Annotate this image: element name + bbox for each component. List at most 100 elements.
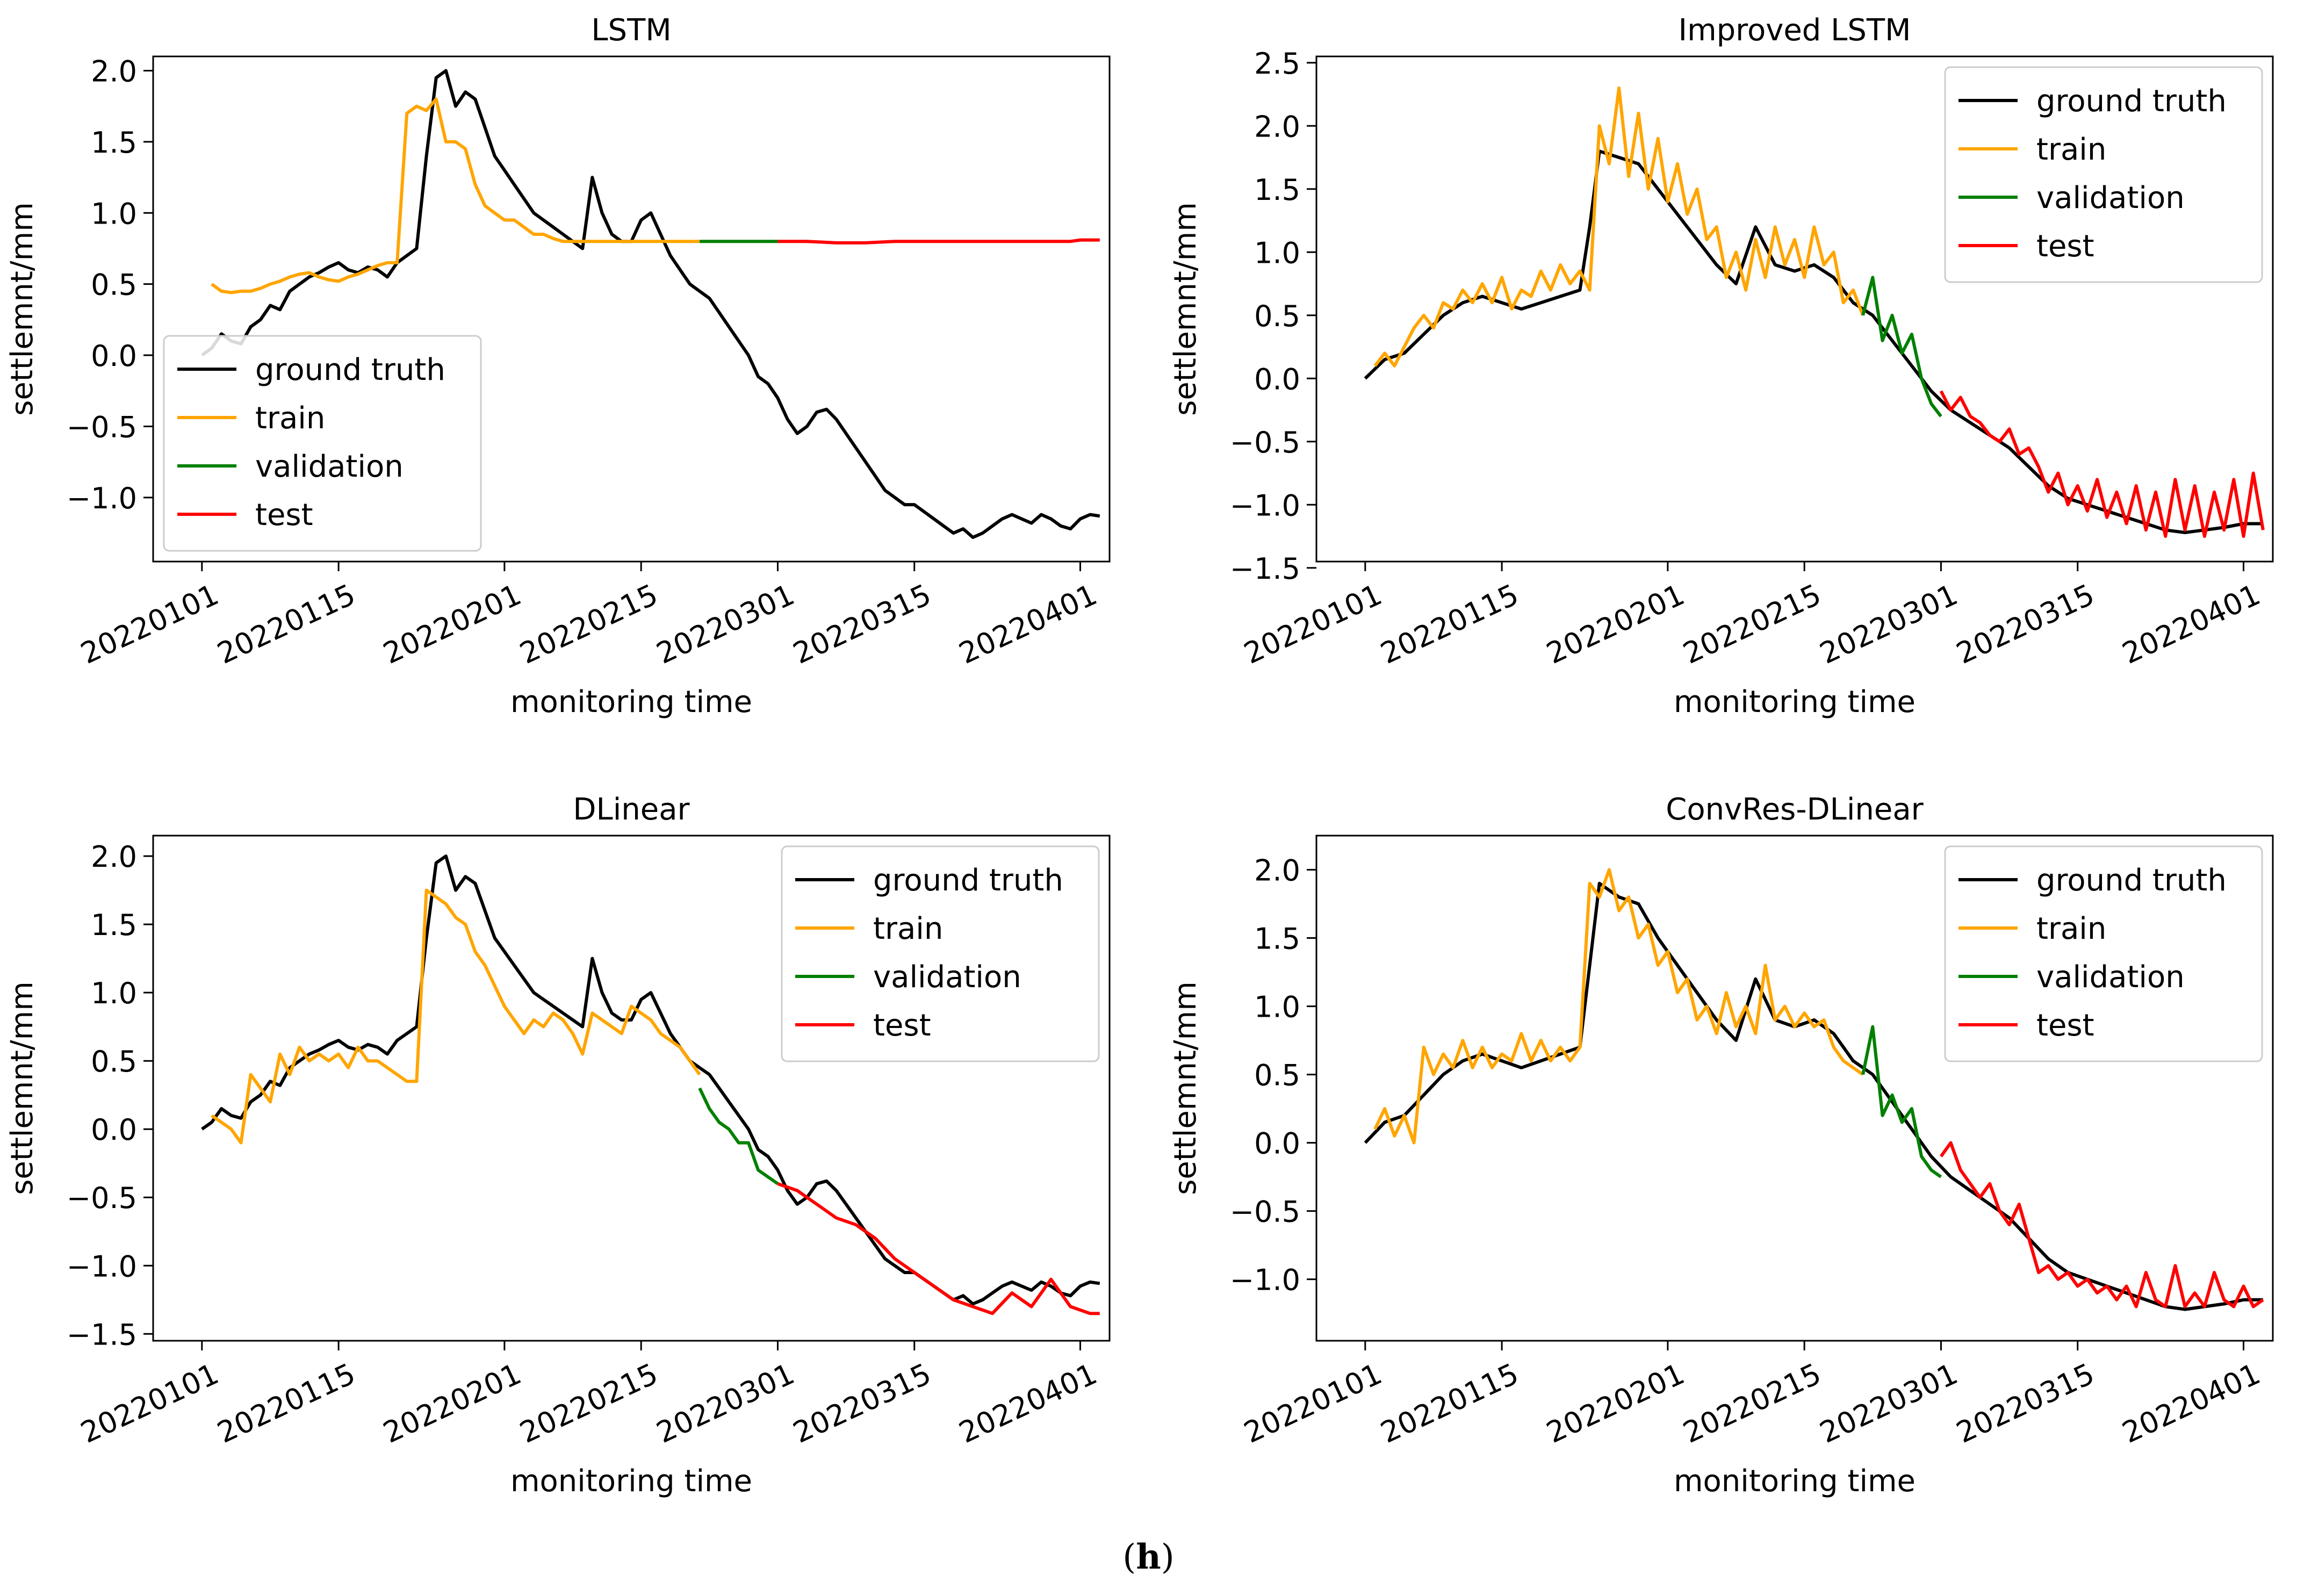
x-tick-label: 20220301 [1814, 1357, 1963, 1450]
y-tick-label: 0.0 [91, 1113, 137, 1147]
series-line-ground-truth [201, 69, 1100, 539]
y-tick-label: −0.5 [1230, 1195, 1300, 1229]
x-tick-label: 20220401 [954, 578, 1102, 671]
legend-label-test: test [2036, 229, 2094, 264]
x-tick-label: 20220115 [1376, 1357, 1524, 1450]
series-line-validation [698, 1087, 779, 1185]
x-tick-label: 20220401 [2117, 578, 2265, 671]
x-tick-label: 20220115 [212, 578, 361, 671]
legend-box [781, 845, 1100, 1062]
series-line-test [777, 238, 1100, 245]
y-tick-label: −1.0 [67, 481, 137, 515]
x-tick-label: 20220215 [1678, 1357, 1826, 1450]
chart-title: DLinear [573, 792, 690, 827]
legend: ground truth train validation test [781, 845, 1100, 1062]
y-tick-label: 2.0 [91, 840, 137, 874]
y-tick-label: −1.0 [67, 1249, 137, 1283]
legend-label-validation: validation [873, 960, 1021, 995]
y-tick-label: 0.0 [1254, 1127, 1300, 1161]
y-tick-label: 0.0 [1254, 362, 1300, 396]
legend-label-validation: validation [2036, 181, 2185, 215]
axes-frame [1315, 835, 2274, 1342]
series-group [201, 69, 1100, 539]
x-tick-label: 20220301 [651, 578, 800, 671]
series-line-validation [1861, 1025, 1942, 1178]
legend-label-train: train [873, 911, 943, 946]
chart-title: ConvRes-DLinear [1666, 792, 1924, 827]
x-tick-label: 20220101 [1239, 578, 1387, 671]
y-tick-label: −1.5 [1230, 552, 1300, 586]
chart-panel-1: LSTM−1.0−0.50.00.51.01.52.02022010120220… [5, 13, 1111, 720]
legend-label-ground-truth: ground truth [2036, 84, 2227, 119]
legend-box [1944, 66, 2263, 283]
x-tick-label: 20220315 [1951, 1357, 2099, 1450]
x-tick-label: 20220115 [1376, 578, 1524, 671]
x-axis-label: monitoring time [1674, 685, 1916, 720]
legend: ground truth train validation test [163, 335, 482, 552]
x-tick-label: 20220215 [1678, 578, 1826, 671]
legend-label-ground-truth: ground truth [2036, 863, 2227, 898]
chart-panel-4: ConvRes-DLinear −1.0 −0.5 0.0 0.5 1.0 1.5 2.0 20… [1168, 792, 2274, 1499]
y-tick-label: 2.0 [1254, 110, 1300, 143]
x-tick-label: 20220315 [788, 1357, 936, 1450]
y-tick-label: 0.0 [91, 339, 137, 373]
legend-label-ground-truth: ground truth [873, 863, 1063, 898]
y-tick-label: 1.5 [1254, 922, 1300, 956]
series-group [1364, 86, 2265, 538]
legend-label-train: train [255, 401, 325, 436]
x-axis-label: monitoring time [1674, 1464, 1916, 1499]
legend-label-train: train [2036, 132, 2106, 167]
chart-panel-3: DLinear −1.5 −1.0 −0.5 0.0 0.5 1.0 1.5 2.0 202201… [5, 792, 1111, 1499]
y-tick-label: −0.5 [1230, 426, 1300, 459]
x-tick-label: 20220401 [2117, 1357, 2265, 1450]
series-line-train [211, 888, 701, 1145]
x-tick-label: 20220101 [76, 578, 224, 671]
legend-label-test: test [873, 1008, 931, 1043]
y-tick-label: 2.0 [1254, 854, 1300, 888]
legend-label-test: test [2036, 1008, 2094, 1043]
series-line-ground-truth [1364, 881, 2263, 1311]
x-tick-label: 20220301 [651, 1357, 800, 1450]
x-tick-label: 20220201 [378, 578, 527, 671]
axes-frame [152, 835, 1111, 1342]
y-axis-label: settlemnt/mm [1168, 981, 1203, 1195]
x-tick-label: 20220201 [378, 1357, 527, 1450]
y-tick-label: 1.0 [1254, 236, 1300, 270]
axes-frame [152, 55, 1111, 563]
y-tick-label: 1.5 [91, 908, 137, 942]
chart-panel-2: Improved LSTM −1.5 −1.0 −0.5 0.0 0.5 1.0 1.5 2.0… [1168, 13, 2274, 720]
x-tick-label: 20220115 [212, 1357, 361, 1450]
y-tick-label: −1.5 [67, 1318, 137, 1351]
legend-box [163, 335, 482, 552]
chart-title: LSTM [591, 13, 671, 48]
x-tick-label: 20220201 [1542, 578, 1690, 671]
x-tick-label: 20220101 [1239, 1357, 1387, 1450]
x-tick-label: 20220315 [788, 578, 936, 671]
x-tick-label: 20220215 [515, 1357, 663, 1450]
y-axis-label: settlemnt/mm [1168, 202, 1203, 416]
y-tick-label: 0.5 [91, 268, 137, 302]
x-tick-label: 20220101 [76, 1357, 224, 1450]
y-tick-label: 2.0 [91, 54, 137, 88]
series-line-validation [1861, 276, 1942, 418]
x-tick-label: 20220301 [1814, 578, 1963, 671]
series-group [1364, 868, 2264, 1311]
x-tick-label: 20220315 [1951, 578, 2099, 671]
y-tick-label: 0.5 [1254, 1059, 1300, 1092]
chart-title: Improved LSTM [1679, 13, 1911, 48]
series-line-test [777, 1182, 1100, 1315]
legend-label-validation: validation [2036, 960, 2185, 995]
figure-caption: (h) [1122, 1537, 1175, 1577]
x-tick-label: 20220401 [954, 1357, 1102, 1450]
y-tick-label: −0.5 [67, 410, 137, 444]
legend-label-ground-truth: ground truth [255, 353, 445, 387]
x-axis-label: monitoring time [510, 685, 752, 720]
y-axis-label: settlemnt/mm [5, 981, 40, 1195]
axes-frame [1315, 55, 2274, 563]
series-group [201, 854, 1100, 1315]
y-tick-label: −0.5 [67, 1181, 137, 1215]
y-tick-label: 1.5 [91, 126, 137, 160]
legend: ground truth train validation test [1944, 845, 2263, 1062]
y-tick-label: 2.5 [1254, 47, 1300, 81]
